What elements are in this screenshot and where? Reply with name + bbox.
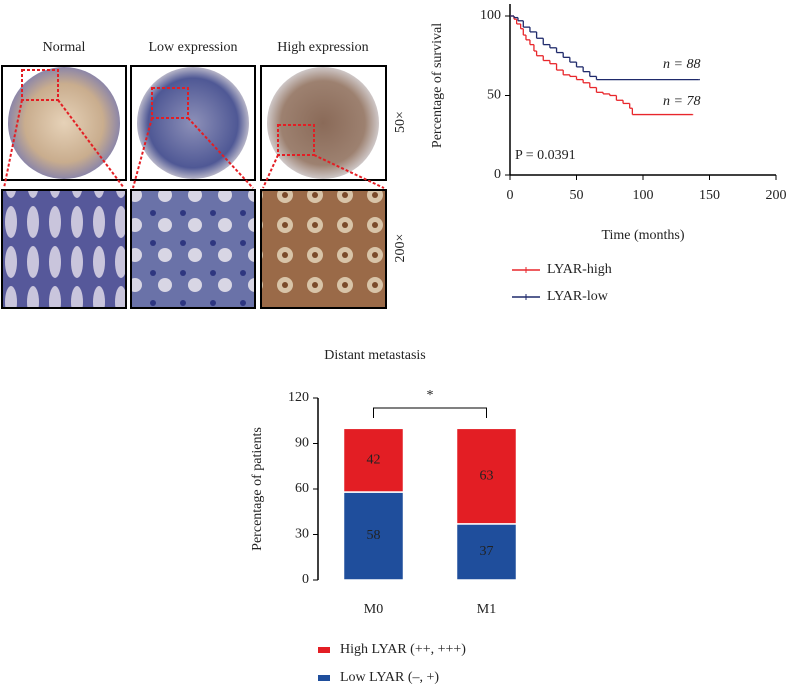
row-label: 50× xyxy=(393,111,408,133)
data-label: 37 xyxy=(480,544,494,559)
tissue-core xyxy=(8,67,120,179)
zoom-marks xyxy=(3,69,385,189)
column-label: Normal xyxy=(43,40,86,55)
data-label: 42 xyxy=(367,452,381,467)
x-tick-label: 200 xyxy=(766,188,787,203)
significance-mark: * xyxy=(427,388,434,403)
legend-label: LYAR-high xyxy=(547,262,612,277)
ihc-panel: Normal Low expression High expression 50… xyxy=(1,40,408,309)
y-tick-label: 50 xyxy=(487,88,501,103)
x-tick-label: M1 xyxy=(477,602,496,617)
x-tick-label: 50 xyxy=(570,188,584,203)
x-tick-label: 100 xyxy=(633,188,654,203)
annotation: n = 88 xyxy=(663,57,700,72)
column-label: Low expression xyxy=(148,40,237,55)
column-label: High expression xyxy=(277,40,368,55)
tissue-core xyxy=(267,67,379,179)
annotation: P = 0.0391 xyxy=(515,148,576,163)
legend-swatch xyxy=(318,647,330,653)
y-tick-label: 120 xyxy=(288,390,309,405)
data-label: 63 xyxy=(480,468,494,483)
significance-bracket xyxy=(373,407,487,418)
chart-title: Distant metastasis xyxy=(324,348,426,363)
bar-segment xyxy=(342,427,405,493)
legend-label: High LYAR (++, +++) xyxy=(340,642,466,657)
y-tick-label: 60 xyxy=(295,481,309,496)
bar-segment xyxy=(455,427,518,525)
annotation: n = 78 xyxy=(663,94,700,109)
image-zoom xyxy=(260,189,387,309)
row-label: 200× xyxy=(393,234,408,263)
y-axis-label: Percentage of survival xyxy=(430,23,445,148)
y-tick-label: 0 xyxy=(302,572,309,587)
image-zoom xyxy=(1,189,127,309)
y-tick-label: 0 xyxy=(494,167,501,182)
bar-segment xyxy=(342,491,405,581)
data-label: 58 xyxy=(367,528,381,543)
x-tick-label: 0 xyxy=(507,188,514,203)
x-tick-label: M0 xyxy=(364,602,383,617)
image-zoom xyxy=(130,189,256,309)
x-tick-label: 150 xyxy=(699,188,720,203)
y-tick-label: 90 xyxy=(295,436,309,451)
legend-label: LYAR-low xyxy=(547,289,609,304)
x-axis-label: Time (months) xyxy=(601,228,684,243)
y-tick-label: 100 xyxy=(480,8,501,23)
y-tick-label: 30 xyxy=(295,527,309,542)
y-axis-label: Percentage of patients xyxy=(250,427,265,551)
legend-swatch xyxy=(318,675,330,681)
legend-label: Low LYAR (–, +) xyxy=(340,670,439,685)
